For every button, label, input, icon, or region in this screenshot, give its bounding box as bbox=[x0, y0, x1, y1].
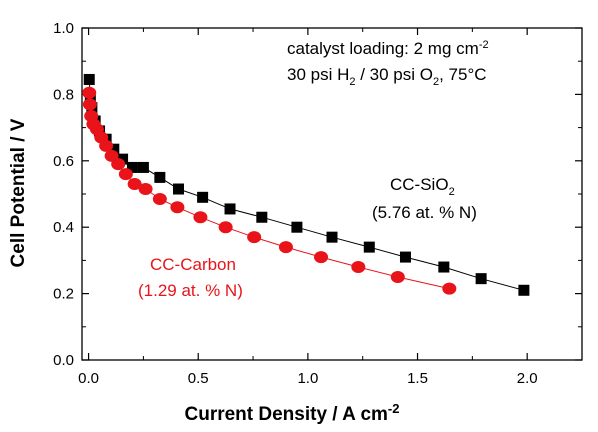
loading-annotation: catalyst loading: 2 mg cm-2 bbox=[287, 39, 489, 58]
x-tick-label: 0.0 bbox=[78, 370, 99, 387]
data-point-circle bbox=[82, 86, 97, 99]
y-tick-label: 0.6 bbox=[53, 153, 74, 170]
data-point-circle bbox=[118, 168, 133, 181]
data-point-square bbox=[172, 183, 184, 195]
sio2-series-label: CC-SiO2 bbox=[390, 175, 455, 198]
data-point-circle bbox=[82, 98, 97, 111]
data-point-square bbox=[518, 284, 530, 296]
y-axis-title: Cell Potential / V bbox=[8, 118, 29, 267]
x-tick-label: 1.5 bbox=[407, 370, 428, 387]
y-tick-label: 0.4 bbox=[53, 219, 74, 236]
data-point-square bbox=[475, 273, 487, 285]
x-axis-title: Current Density / A cm-2 bbox=[185, 401, 400, 425]
data-point-circle bbox=[193, 211, 208, 224]
carbon-series-detail: (1.29 at. % N) bbox=[138, 281, 243, 300]
data-point-circle bbox=[351, 261, 366, 274]
data-point-square bbox=[154, 171, 166, 183]
data-point-circle bbox=[127, 178, 142, 191]
conditions-annotation: 30 psi H2 / 30 psi O2, 75°C bbox=[287, 65, 487, 88]
sio2-series-detail: (5.76 at. % N) bbox=[372, 203, 477, 222]
data-point-square bbox=[83, 73, 95, 85]
y-tick-label: 1.0 bbox=[53, 20, 74, 37]
data-point-circle bbox=[138, 183, 153, 196]
data-point-square bbox=[363, 241, 375, 253]
data-point-circle bbox=[111, 158, 126, 171]
x-tick-label: 1.0 bbox=[297, 370, 318, 387]
y-tick-label: 0.8 bbox=[53, 86, 74, 103]
data-point-circle bbox=[278, 241, 293, 254]
data-point-circle bbox=[442, 282, 457, 295]
data-point-square bbox=[126, 161, 138, 173]
carbon-series-label: CC-Carbon bbox=[150, 255, 236, 274]
x-tick-label: 0.5 bbox=[188, 370, 209, 387]
data-point-circle bbox=[152, 192, 167, 205]
data-point-circle bbox=[218, 221, 233, 234]
series-points bbox=[82, 73, 530, 296]
data-point-square bbox=[117, 153, 129, 165]
data-point-square bbox=[399, 251, 411, 263]
data-point-square bbox=[438, 261, 450, 273]
tick-marks bbox=[82, 27, 582, 361]
data-point-square bbox=[108, 143, 120, 155]
y-tick-label: 0.2 bbox=[53, 286, 74, 303]
data-point-square bbox=[326, 231, 338, 243]
data-point-square bbox=[197, 191, 209, 203]
data-point-square bbox=[137, 161, 149, 173]
tick-labels: 0.0 0.5 1.0 1.5 2.0 0.0 0.2 0.4 0.6 0.8 1.0 bbox=[53, 20, 537, 387]
y-tick-label: 0.0 bbox=[53, 352, 74, 369]
data-point-circle bbox=[247, 231, 262, 244]
data-point-square bbox=[256, 211, 268, 223]
data-point-square bbox=[291, 221, 303, 233]
data-point-circle bbox=[170, 201, 185, 214]
x-tick-label: 2.0 bbox=[517, 370, 538, 387]
data-point-circle bbox=[390, 271, 405, 283]
data-point-circle bbox=[314, 251, 329, 264]
data-point-square bbox=[224, 203, 236, 215]
data-point-circle bbox=[99, 139, 114, 152]
